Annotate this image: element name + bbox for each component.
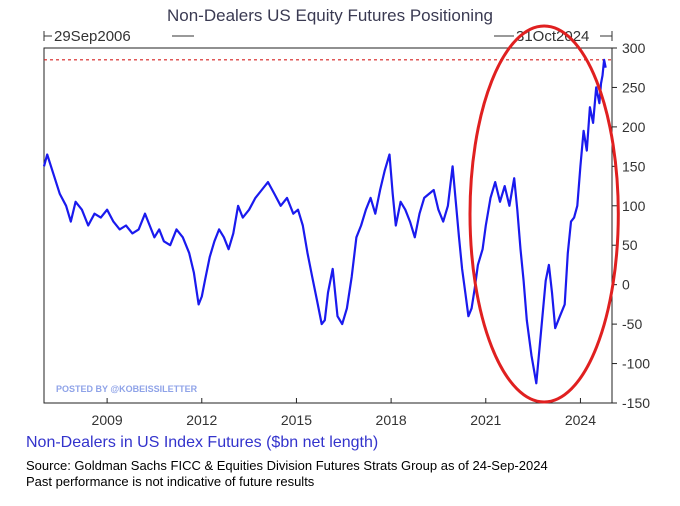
y-tick-label: -100 — [622, 356, 650, 372]
watermark-text: POSTED BY @KOBEISSILETTER — [56, 384, 198, 394]
x-tick-label: 2024 — [565, 412, 596, 428]
y-tick-label: 250 — [622, 79, 646, 95]
annotation-layer — [468, 24, 620, 404]
y-tick-label: 300 — [622, 40, 646, 56]
y-tick-label: 200 — [622, 119, 646, 135]
performance-disclaimer: Past performance is not indicative of fu… — [26, 474, 315, 489]
x-tick-label: 2012 — [186, 412, 217, 428]
x-tick-label: 2015 — [281, 412, 312, 428]
y-tick-label: 50 — [622, 237, 638, 253]
y-tick-label: -150 — [622, 395, 650, 411]
series-label: Non-Dealers in US Index Futures ($bn net… — [26, 434, 379, 451]
plot-frame — [43, 47, 613, 404]
y-tick-label: 150 — [622, 158, 646, 174]
x-tick-label: 2009 — [92, 412, 123, 428]
highlight-ellipse — [468, 24, 620, 404]
data-layer: POSTED BY @KOBEISSILETTER — [42, 58, 612, 394]
source-note: Source: Goldman Sachs FICC & Equities Di… — [26, 458, 548, 473]
y-tick-label: -50 — [622, 316, 642, 332]
x-tick-label: 2018 — [376, 412, 407, 428]
start-date-label: 29Sep2006 — [54, 28, 131, 45]
x-tick-label: 2021 — [470, 412, 501, 428]
line-chart: 29Sep2006 31Oct2024-150-100-5005010015020… — [42, 24, 650, 428]
series-line — [42, 58, 607, 385]
chart-axes: 29Sep2006 31Oct2024-150-100-5005010015020… — [43, 28, 650, 428]
y-tick-label: 100 — [622, 198, 646, 214]
y-tick-label: 0 — [622, 277, 630, 293]
chart-title: Non-Dealers US Equity Futures Positionin… — [167, 6, 493, 25]
